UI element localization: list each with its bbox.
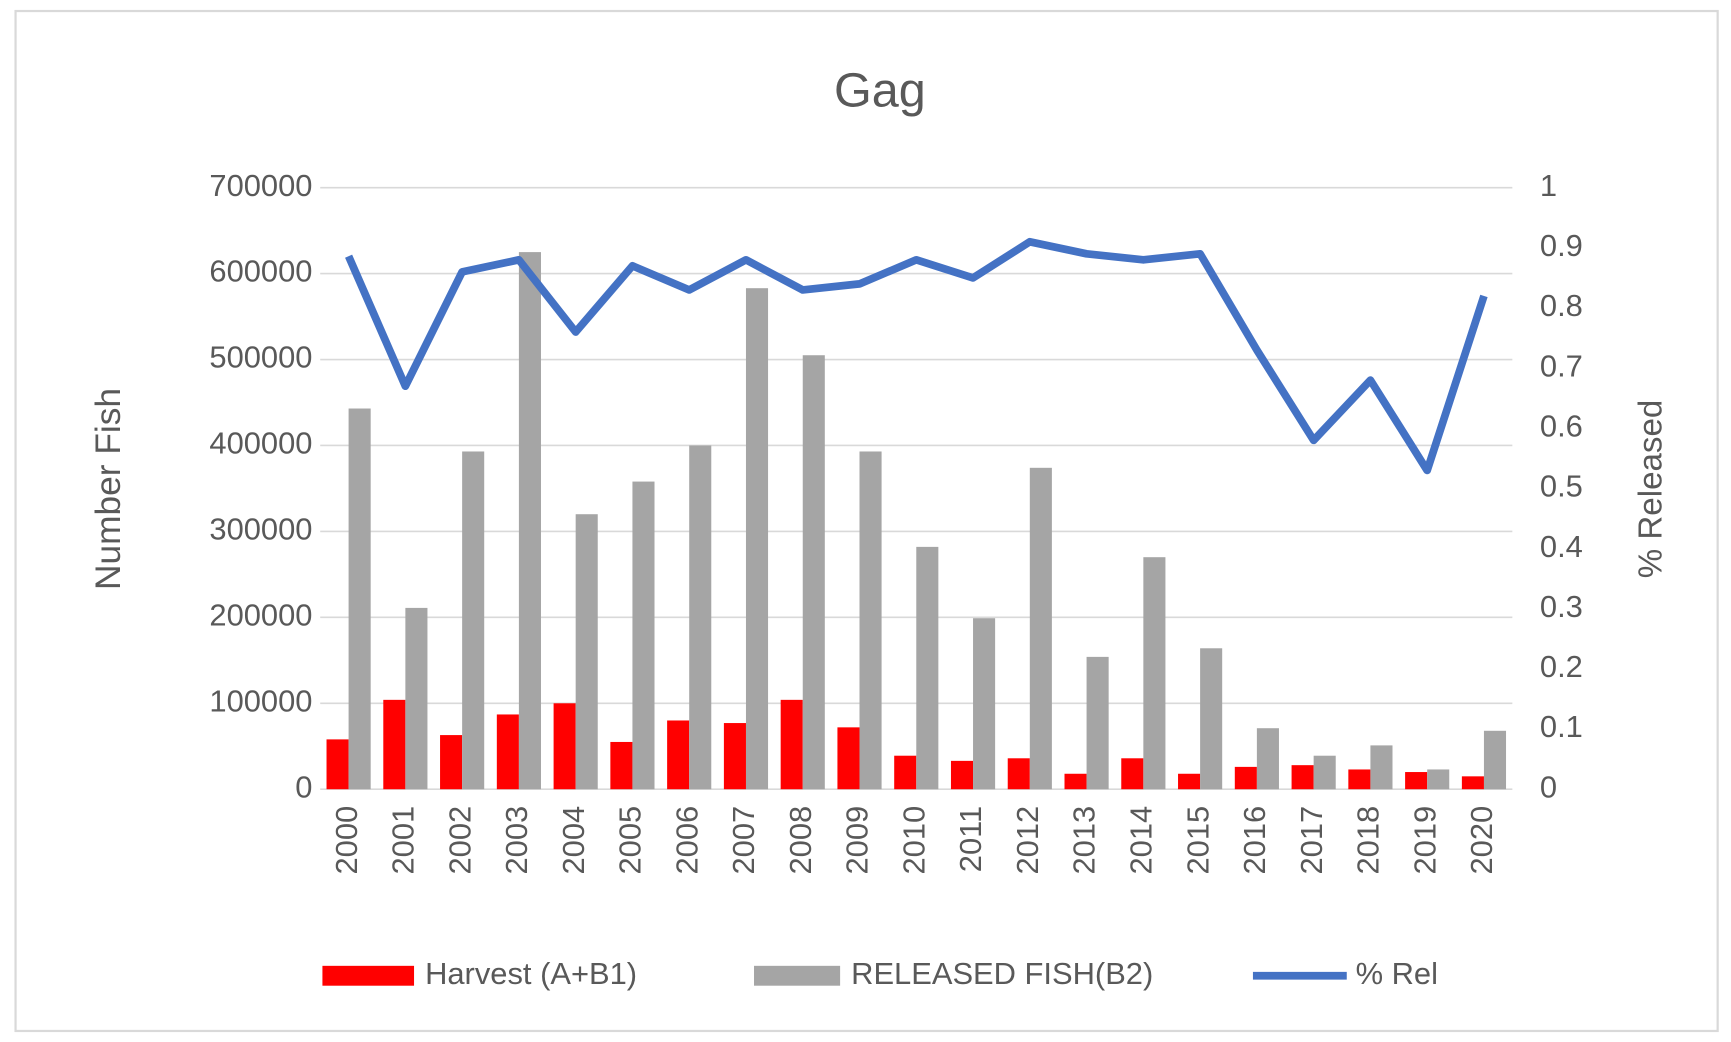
x-tick-label: 2013 [1067, 806, 1102, 875]
legend-swatch [754, 965, 841, 986]
bar [973, 618, 996, 790]
y2-tick-label: 1 [1540, 168, 1557, 203]
x-tick-label: 2015 [1180, 806, 1215, 875]
y-tick-label: 500000 [209, 340, 312, 375]
bar [1178, 773, 1201, 790]
bar [1200, 648, 1223, 790]
y-tick-label: 700000 [209, 168, 312, 203]
x-tick-label: 2001 [386, 806, 421, 875]
bar [405, 607, 428, 790]
y2-tick-label: 0.6 [1540, 408, 1583, 443]
x-tick-label: 2003 [499, 806, 534, 875]
bar [575, 514, 598, 790]
bar [348, 408, 371, 790]
x-tick-label: 2007 [726, 806, 761, 875]
bar [1291, 765, 1314, 790]
y2-tick-label: 0.7 [1540, 348, 1583, 383]
bar [859, 451, 882, 790]
x-tick-label: 2012 [1010, 806, 1045, 875]
y-tick-label: 400000 [209, 426, 312, 461]
y-tick-label: 600000 [209, 254, 312, 289]
bar [1427, 769, 1450, 790]
x-tick-label: 2011 [953, 806, 988, 872]
y-axis-title: Number Fish [89, 388, 128, 590]
x-tick-label: 2004 [556, 806, 591, 875]
bar [1086, 656, 1109, 790]
x-tick-label: 2010 [896, 806, 931, 875]
x-tick-label: 2018 [1351, 806, 1386, 875]
x-tick-label: 2005 [613, 806, 648, 875]
legend-swatch [322, 965, 415, 986]
bar [1483, 730, 1507, 790]
bar [837, 727, 860, 790]
chart-title: Gag [834, 64, 926, 118]
legend-label: Harvest (A+B1) [425, 956, 637, 991]
x-tick-label: 2008 [783, 806, 818, 875]
bar [916, 546, 939, 790]
bar [1370, 745, 1393, 790]
bar [950, 760, 974, 790]
legend-label: RELEASED FISH(B2) [851, 956, 1153, 991]
bar [610, 741, 633, 790]
line [345, 237, 1488, 475]
bar [1007, 758, 1030, 790]
y-tick-label: 200000 [209, 598, 312, 633]
bar [802, 355, 825, 790]
bar [723, 723, 746, 790]
bar [518, 252, 541, 790]
bar [440, 735, 463, 790]
y2-tick-label: 0.3 [1540, 589, 1583, 624]
x-tick-label: 2019 [1407, 806, 1442, 875]
x-tick-label: 2002 [442, 806, 477, 875]
y2-axis-title: % Released [1632, 400, 1669, 579]
bar [894, 755, 917, 790]
bar [496, 714, 519, 790]
bar [462, 451, 485, 790]
bar [745, 288, 769, 790]
x-tick-label: 2020 [1464, 806, 1499, 875]
y2-tick-label: 0 [1540, 769, 1557, 804]
bar [1313, 755, 1336, 790]
y2-tick-label: 0.9 [1540, 228, 1583, 263]
y-tick-label: 0 [295, 769, 312, 804]
y2-tick-label: 0.5 [1540, 469, 1583, 504]
y-tick-label: 300000 [209, 512, 312, 547]
x-tick-label: 2017 [1294, 806, 1329, 875]
y-tick-label: 100000 [209, 683, 312, 718]
y2-tick-label: 0.8 [1540, 288, 1583, 323]
bar [1461, 776, 1484, 790]
bar [383, 699, 406, 790]
bar [1029, 467, 1052, 790]
x-tick-label: 2006 [669, 806, 704, 875]
bar [1143, 557, 1166, 790]
bar [1234, 766, 1257, 790]
bar [1121, 758, 1144, 790]
y2-tick-label: 0.2 [1540, 649, 1583, 684]
bar [667, 720, 690, 790]
bar [780, 699, 803, 790]
bar [1405, 772, 1428, 790]
bar [553, 703, 576, 790]
x-tick-label: 2009 [840, 806, 875, 875]
y2-tick-label: 0.4 [1540, 529, 1583, 564]
x-tick-label: 2000 [329, 806, 364, 875]
legend-label: % Rel [1356, 956, 1438, 991]
bar [632, 481, 655, 790]
bar [1256, 728, 1279, 790]
bar [1064, 773, 1087, 790]
bar [1348, 769, 1371, 790]
y2-tick-label: 0.1 [1540, 709, 1583, 744]
bar [689, 445, 712, 790]
x-tick-label: 2016 [1237, 806, 1272, 875]
x-tick-label: 2014 [1124, 806, 1159, 875]
bar [326, 739, 349, 790]
